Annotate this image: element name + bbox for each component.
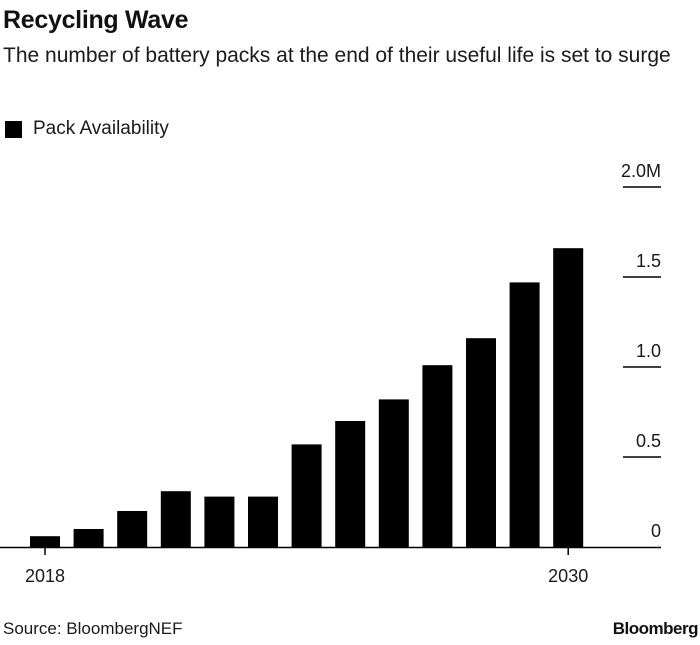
- y-tick-label-1.5: 1.5: [636, 251, 661, 271]
- legend: Pack Availability: [5, 118, 169, 140]
- bar-2027: [422, 365, 453, 547]
- bar-2023: [248, 496, 278, 547]
- chart-title: Recycling Wave: [3, 6, 189, 34]
- bloomberg-logo: Bloomberg: [612, 619, 699, 638]
- bar-2026: [378, 399, 409, 547]
- y-tick-label-0: 0: [651, 521, 661, 541]
- bar-2020: [117, 511, 148, 547]
- y-tick-label-1: 1.0: [636, 341, 661, 361]
- y-tick-label-2: 2.0M: [621, 161, 661, 181]
- bar-2018: [30, 536, 60, 547]
- source-note: Source: BloombergNEF: [3, 619, 183, 638]
- legend-label: Pack Availability: [33, 118, 169, 139]
- chart-subtitle: The number of battery packs at the end o…: [3, 44, 671, 67]
- legend-swatch: [5, 120, 22, 138]
- bar-2025: [335, 421, 366, 547]
- bar-2030: [553, 248, 584, 547]
- bar-2029: [509, 282, 540, 547]
- bar-2021: [160, 491, 191, 547]
- y-tick-label-0.5: 0.5: [636, 431, 661, 451]
- x-tick-label-2030: 2030: [548, 566, 588, 586]
- bar-chart: 2018 2030 0 0.5 1.0 1.5 2.0M: [0, 161, 661, 586]
- bar-2028: [466, 338, 496, 547]
- bar-2024: [291, 444, 322, 547]
- x-tick-label-2018: 2018: [25, 566, 65, 586]
- bar-2019: [73, 529, 104, 547]
- bar-2022: [204, 496, 235, 547]
